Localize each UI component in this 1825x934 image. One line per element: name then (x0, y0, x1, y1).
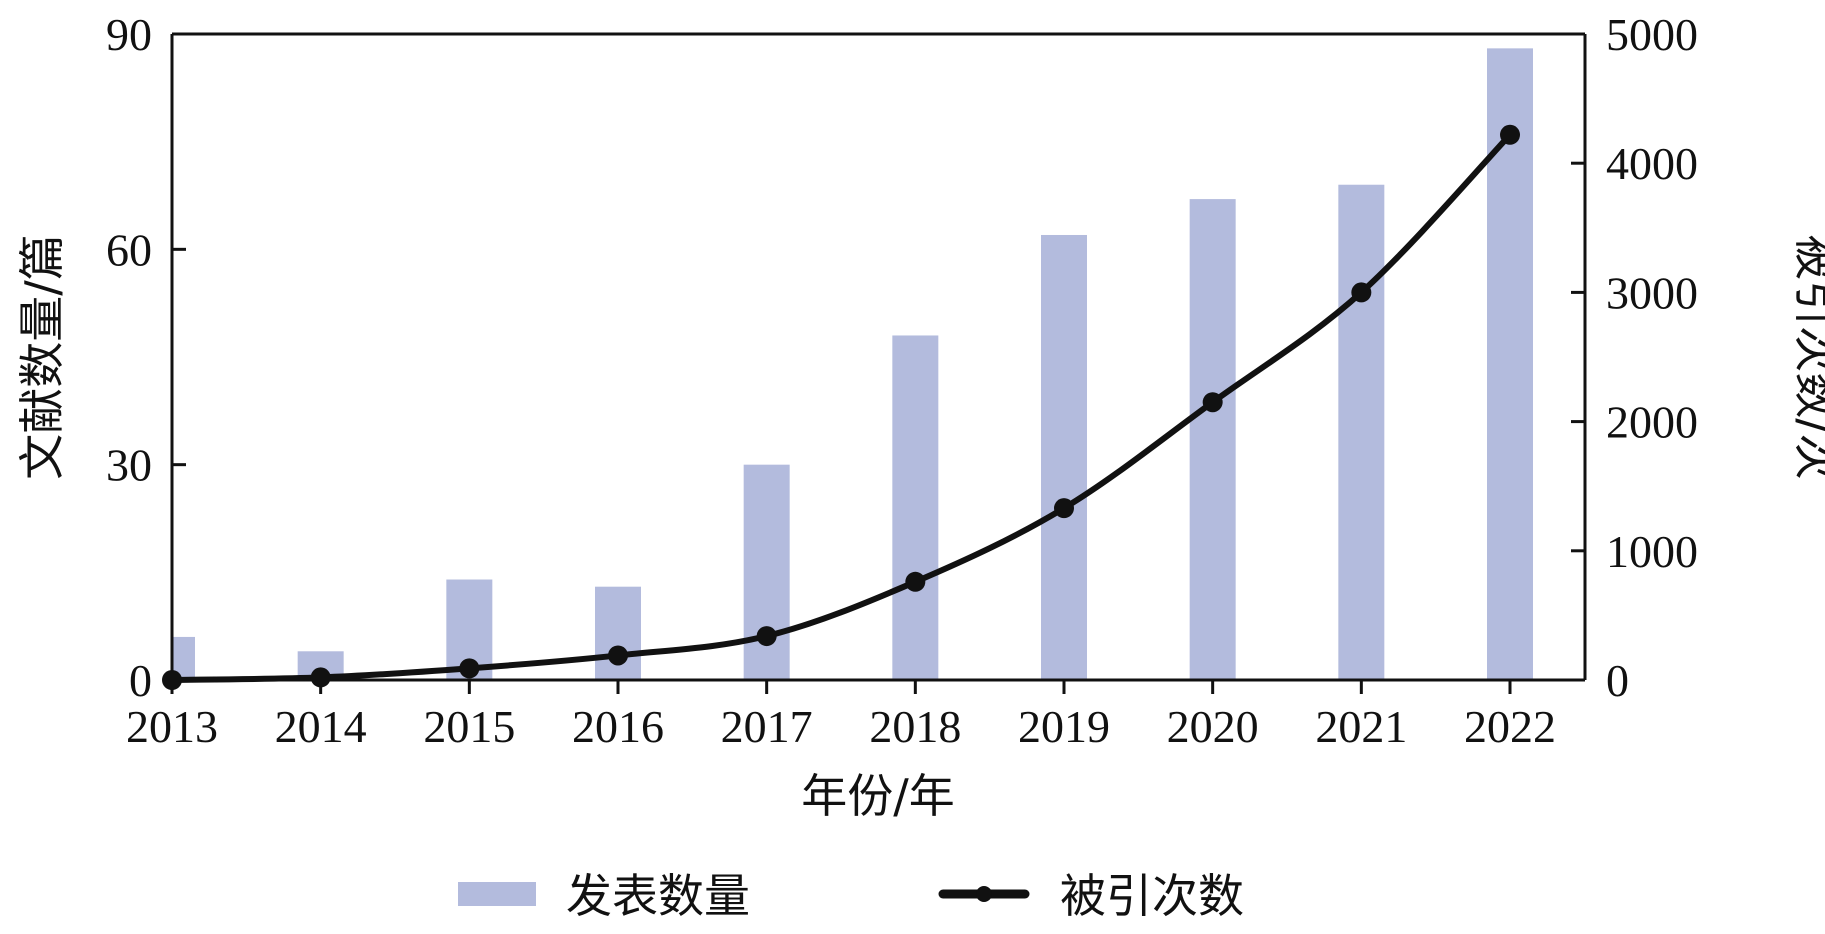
x-tick-label-2021: 2021 (1315, 701, 1407, 752)
x-tick-label-2020: 2020 (1167, 701, 1259, 752)
labels-layer: 2013 2014 2015 2016 2017 2018 2019 2020 2021 2022… (106, 9, 1698, 752)
bars-layer (173, 48, 1533, 679)
citation-line (169, 131, 1513, 683)
x-tick-label-2018: 2018 (869, 701, 961, 752)
legend-label-line: 被引次数 (1060, 869, 1244, 923)
citation-point-2017 (756, 626, 777, 647)
bar-2019 (1041, 234, 1087, 679)
citation-point-2020 (1202, 392, 1223, 413)
citation-point-2021 (1351, 282, 1372, 303)
y-right-tick-label-0: 0 (1606, 655, 1629, 706)
line-layer (162, 124, 1520, 690)
y-right-tick-label-4000: 4000 (1606, 138, 1698, 189)
x-tick-label-2014: 2014 (275, 701, 367, 752)
y-left-tick-label-0: 0 (129, 655, 152, 706)
legend-swatch-bars (458, 882, 536, 906)
citation-point-2013 (162, 670, 182, 690)
x-tick-label-2013: 2013 (126, 701, 218, 752)
bar-2017 (743, 464, 790, 679)
x-tick-label-2017: 2017 (721, 701, 813, 752)
legend-label-bars: 发表数量 (566, 869, 750, 923)
y-right-axis-title: 被引次数/次 (1789, 234, 1825, 480)
x-tick-label-2015: 2015 (423, 701, 515, 752)
y-right-tick-label-3000: 3000 (1606, 267, 1698, 318)
y-left-axis-title: 文献数量/篇 (15, 234, 69, 480)
x-axis-title: 年份/年 (801, 769, 955, 823)
bar-2020 (1189, 199, 1236, 679)
x-tick-label-2019: 2019 (1018, 701, 1110, 752)
y-right-tick-label-2000: 2000 (1606, 397, 1698, 448)
citation-point-2018 (905, 571, 926, 592)
y-left-tick-label-90: 90 (106, 9, 152, 60)
y-right-tick-label-5000: 5000 (1606, 9, 1698, 60)
bar-2013 (173, 636, 195, 679)
citation-point-2016 (608, 645, 628, 666)
citation-point-2015 (459, 658, 480, 679)
citation-point-2019 (1054, 498, 1074, 519)
x-tick-label-2022: 2022 (1464, 701, 1556, 752)
bar-2018 (892, 335, 939, 679)
citation-point-2014 (310, 667, 331, 688)
y-right-tick-label-1000: 1000 (1606, 526, 1698, 577)
x-tick-label-2016: 2016 (572, 701, 664, 752)
y-left-tick-label-60: 60 (106, 224, 152, 275)
legend: 发表数量 被引次数 (458, 869, 1244, 923)
legend-swatch-marker (976, 886, 992, 902)
citation-point-2022 (1500, 124, 1520, 145)
bar-2021 (1338, 184, 1385, 679)
y-left-tick-label-30: 30 (106, 440, 152, 491)
